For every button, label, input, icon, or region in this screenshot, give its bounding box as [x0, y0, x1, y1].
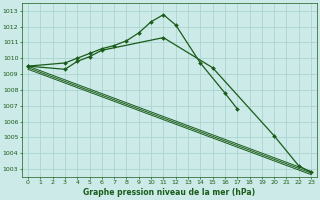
- X-axis label: Graphe pression niveau de la mer (hPa): Graphe pression niveau de la mer (hPa): [84, 188, 256, 197]
